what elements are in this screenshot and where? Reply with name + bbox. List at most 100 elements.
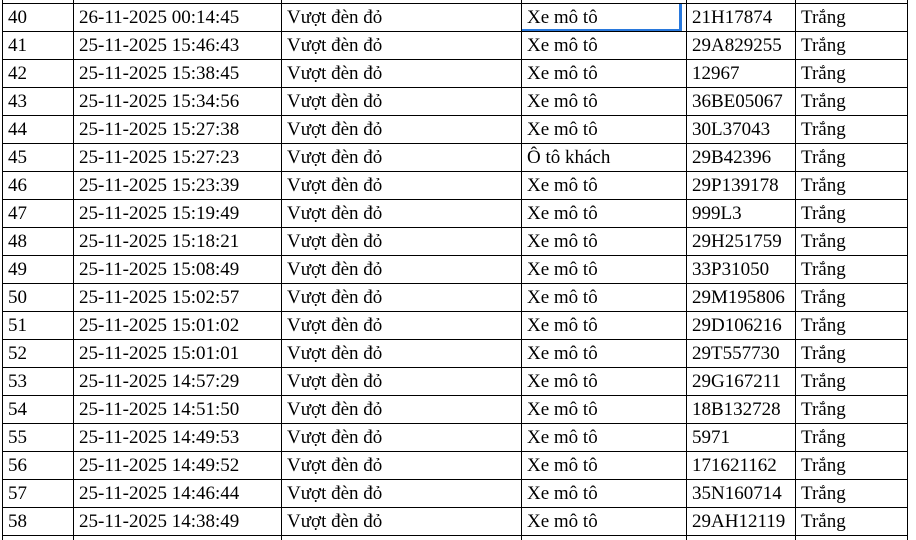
cell-vehicle-type[interactable]: Xe mô tô xyxy=(521,339,687,368)
cell-vehicle-type[interactable]: Xe mô tô xyxy=(521,31,687,60)
cell-license-plate[interactable]: 12967 xyxy=(686,59,796,88)
cell-vehicle-type[interactable]: Xe mô tô xyxy=(521,87,687,116)
cell-vehicle-type[interactable]: Xe mô tô xyxy=(521,283,687,312)
cell-datetime[interactable]: 25-11-2025 15:38:45 xyxy=(73,59,282,88)
cell-vehicle-color[interactable]: Trắng xyxy=(795,115,908,144)
cell-vehicle-type[interactable]: Xe mô tô xyxy=(521,451,687,480)
cell-row-number[interactable]: 54 xyxy=(2,395,74,424)
cell-row-number[interactable]: 44 xyxy=(2,115,74,144)
cell-license-plate[interactable]: 29A829255 xyxy=(686,31,796,60)
cell-row-number[interactable]: 57 xyxy=(2,479,74,508)
cell-vehicle-type[interactable]: Xe mô tô xyxy=(521,507,687,536)
cell-violation-type[interactable]: Vượt đèn đỏ xyxy=(281,367,522,396)
cell-datetime[interactable]: 25-11-2025 15:19:49 xyxy=(73,199,282,228)
cell-row-number[interactable]: 47 xyxy=(2,199,74,228)
cell-vehicle-color[interactable]: Trắng xyxy=(795,423,908,452)
cell-violation-type[interactable]: Vượt đèn đỏ xyxy=(281,311,522,340)
cell-row-number[interactable]: 40 xyxy=(2,3,74,32)
cell-vehicle-type[interactable]: Xe mô tô xyxy=(521,311,687,340)
cell-license-plate[interactable]: 999L3 xyxy=(686,199,796,228)
cell-datetime[interactable]: 25-11-2025 15:46:43 xyxy=(73,31,282,60)
cell-row-number[interactable]: 41 xyxy=(2,31,74,60)
cell-license-plate[interactable]: 33P31050 xyxy=(686,255,796,284)
cell-vehicle-color[interactable]: Trắng xyxy=(795,255,908,284)
cell-violation-type[interactable]: Vượt đèn đỏ xyxy=(281,507,522,536)
cell-datetime[interactable]: 25-11-2025 14:46:44 xyxy=(73,479,282,508)
cell-violation-type[interactable] xyxy=(281,535,522,540)
cell-violation-type[interactable]: Vượt đèn đỏ xyxy=(281,171,522,200)
cell-license-plate[interactable]: 171621162 xyxy=(686,451,796,480)
cell-license-plate[interactable]: 29G167211 xyxy=(686,367,796,396)
cell-datetime[interactable] xyxy=(73,535,282,540)
cell-violation-type[interactable]: Vượt đèn đỏ xyxy=(281,227,522,256)
selected-cell-vehicle-type[interactable]: Xe mô tô xyxy=(521,3,687,32)
cell-vehicle-color[interactable]: Trắng xyxy=(795,507,908,536)
cell-vehicle-color[interactable] xyxy=(795,535,908,540)
cell-vehicle-color[interactable]: Trắng xyxy=(795,87,908,116)
cell-violation-type[interactable]: Vượt đèn đỏ xyxy=(281,31,522,60)
cell-vehicle-type[interactable]: Xe mô tô xyxy=(521,423,687,452)
cell-violation-type[interactable]: Vượt đèn đỏ xyxy=(281,283,522,312)
cell-violation-type[interactable]: Vượt đèn đỏ xyxy=(281,143,522,172)
cell-license-plate[interactable]: 29B42396 xyxy=(686,143,796,172)
cell-vehicle-color[interactable]: Trắng xyxy=(795,339,908,368)
cell-row-number[interactable]: 46 xyxy=(2,171,74,200)
cell-datetime[interactable]: 25-11-2025 15:18:21 xyxy=(73,227,282,256)
cell-datetime[interactable]: 25-11-2025 15:23:39 xyxy=(73,171,282,200)
cell-license-plate[interactable]: 18B132728 xyxy=(686,395,796,424)
cell-vehicle-type[interactable]: Xe mô tô xyxy=(521,199,687,228)
cell-row-number[interactable]: 52 xyxy=(2,339,74,368)
cell-license-plate[interactable]: 29D106216 xyxy=(686,311,796,340)
cell-row-number[interactable]: 50 xyxy=(2,283,74,312)
cell-violation-type[interactable]: Vượt đèn đỏ xyxy=(281,423,522,452)
cell-row-number[interactable]: 48 xyxy=(2,227,74,256)
cell-license-plate[interactable]: 36BE05067 xyxy=(686,87,796,116)
cell-vehicle-color[interactable]: Trắng xyxy=(795,367,908,396)
cell-vehicle-type[interactable]: Xe mô tô xyxy=(521,115,687,144)
cell-datetime[interactable]: 25-11-2025 15:27:38 xyxy=(73,115,282,144)
cell-datetime[interactable]: 25-11-2025 14:49:52 xyxy=(73,451,282,480)
cell-vehicle-color[interactable]: Trắng xyxy=(795,479,908,508)
cell-license-plate[interactable]: 29M195806 xyxy=(686,283,796,312)
cell-vehicle-color[interactable]: Trắng xyxy=(795,451,908,480)
cell-vehicle-type[interactable]: Xe mô tô xyxy=(521,227,687,256)
cell-license-plate[interactable]: 29P139178 xyxy=(686,171,796,200)
cell-datetime[interactable]: 25-11-2025 14:49:53 xyxy=(73,423,282,452)
cell-vehicle-color[interactable]: Trắng xyxy=(795,227,908,256)
cell-vehicle-type[interactable]: Ô tô khách xyxy=(521,143,687,172)
cell-vehicle-color[interactable]: Trắng xyxy=(795,283,908,312)
cell-license-plate[interactable]: 29T557730 xyxy=(686,339,796,368)
cell-vehicle-color[interactable]: Trắng xyxy=(795,59,908,88)
cell-violation-type[interactable]: Vượt đèn đỏ xyxy=(281,3,522,32)
cell-vehicle-type[interactable]: Xe mô tô xyxy=(521,395,687,424)
cell-violation-type[interactable]: Vượt đèn đỏ xyxy=(281,87,522,116)
cell-violation-type[interactable]: Vượt đèn đỏ xyxy=(281,395,522,424)
cell-violation-type[interactable]: Vượt đèn đỏ xyxy=(281,479,522,508)
cell-violation-type[interactable]: Vượt đèn đỏ xyxy=(281,199,522,228)
cell-row-number[interactable]: 53 xyxy=(2,367,74,396)
cell-vehicle-type[interactable] xyxy=(521,535,687,540)
cell-row-number[interactable]: 42 xyxy=(2,59,74,88)
cell-datetime[interactable]: 26-11-2025 00:14:45 xyxy=(73,3,282,32)
cell-row-number[interactable] xyxy=(2,535,74,540)
cell-violation-type[interactable]: Vượt đèn đỏ xyxy=(281,59,522,88)
cell-row-number[interactable]: 51 xyxy=(2,311,74,340)
cell-datetime[interactable]: 25-11-2025 14:38:49 xyxy=(73,507,282,536)
cell-violation-type[interactable]: Vượt đèn đỏ xyxy=(281,451,522,480)
cell-license-plate[interactable] xyxy=(686,535,796,540)
cell-datetime[interactable]: 25-11-2025 15:02:57 xyxy=(73,283,282,312)
cell-vehicle-type[interactable]: Xe mô tô xyxy=(521,255,687,284)
cell-license-plate[interactable]: 21H17874 xyxy=(686,3,796,32)
cell-row-number[interactable]: 55 xyxy=(2,423,74,452)
cell-license-plate[interactable]: 35N160714 xyxy=(686,479,796,508)
cell-vehicle-color[interactable]: Trắng xyxy=(795,199,908,228)
cell-license-plate[interactable]: 30L37043 xyxy=(686,115,796,144)
cell-violation-type[interactable]: Vượt đèn đỏ xyxy=(281,339,522,368)
cell-datetime[interactable]: 25-11-2025 15:08:49 xyxy=(73,255,282,284)
cell-datetime[interactable]: 25-11-2025 14:51:50 xyxy=(73,395,282,424)
cell-vehicle-type[interactable]: Xe mô tô xyxy=(521,171,687,200)
cell-license-plate[interactable]: 29H251759 xyxy=(686,227,796,256)
cell-vehicle-type[interactable]: Xe mô tô xyxy=(521,367,687,396)
cell-vehicle-color[interactable]: Trắng xyxy=(795,3,908,32)
cell-vehicle-color[interactable]: Trắng xyxy=(795,171,908,200)
